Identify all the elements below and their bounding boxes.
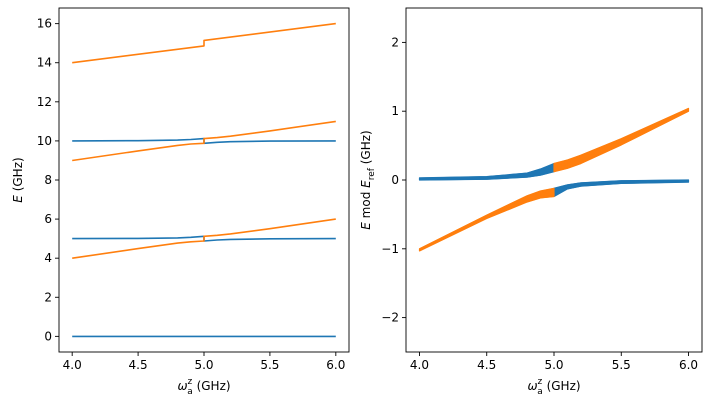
x-tick-label: 6.0 [679, 358, 698, 372]
y-tick-label: 16 [37, 17, 52, 31]
band-trace-1-5 [553, 179, 689, 189]
band-trace-1-0 [553, 181, 689, 197]
band-trace-3-3 [553, 109, 689, 168]
x-tick-label: 5.0 [194, 358, 213, 372]
y-tick-label: 12 [37, 95, 52, 109]
band-trace-2-2 [419, 192, 555, 251]
band-trace-3-5 [553, 107, 689, 164]
y-tick-label: −2 [381, 311, 399, 325]
y-tick-label: 0 [391, 173, 399, 187]
x-tick-label: 4.5 [477, 358, 496, 372]
x-tick-label: 5.5 [260, 358, 279, 372]
band-trace-0-3 [419, 166, 555, 180]
band-trace-2-4 [419, 189, 555, 250]
band-trace-0-5 [419, 163, 555, 179]
y-tick-label: 2 [391, 35, 399, 49]
y-tick-label: 1 [391, 104, 399, 118]
band-trace-2-0 [419, 196, 555, 252]
x-tick-label: 5.5 [612, 358, 631, 372]
y-tick-label: 6 [44, 212, 52, 226]
band-trace-1-3 [553, 180, 689, 193]
y-tick-label: 2 [44, 290, 52, 304]
band-trace-3-4 [553, 108, 689, 166]
x-tick-label: 4.5 [129, 358, 148, 372]
x-tick-label: 6.0 [326, 358, 345, 372]
band-trace-0-2 [419, 167, 555, 180]
y-tick-label: 14 [37, 56, 52, 70]
band-trace-0-0 [419, 171, 555, 181]
band-trace-2-5 [419, 187, 555, 250]
band-trace-3-1 [553, 110, 689, 171]
y-axis-label: E (GHz) [11, 157, 25, 202]
y-tick-label: 8 [44, 173, 52, 187]
series-line-orange-3 [72, 218, 336, 259]
x-axis-label: ωz a (GHz) [527, 377, 580, 397]
band-trace-3-2 [553, 109, 689, 169]
plot-area [418, 107, 690, 252]
band-trace-0-4 [419, 164, 555, 179]
x-tick-label: 5.0 [544, 358, 563, 372]
left-panel: 4.0 4.5 5.0 5.5 6.0 0 2 4 6 8 10 12 14 16 ωz a (GHz) E (… [11, 7, 350, 397]
band-trace-0-1 [419, 169, 555, 181]
series-line-orange-5 [72, 22, 336, 64]
band-trace-2-1 [419, 194, 555, 251]
band-trace-3-0 [553, 110, 689, 173]
x-tick-label: 4.0 [63, 358, 82, 372]
band-trace-1-2 [553, 180, 689, 194]
y-axis-label: E mod Eref (GHz) [359, 130, 377, 230]
x-tick-label: 4.0 [410, 358, 429, 372]
band-trace-1-1 [553, 181, 689, 196]
x-axis-label: ωz a (GHz) [177, 377, 230, 397]
band-trace-2-3 [419, 191, 555, 251]
y-tick-label: 10 [37, 134, 52, 148]
y-tick-label: 0 [44, 329, 52, 343]
plot-area [72, 22, 336, 338]
y-tick-label: −1 [381, 242, 399, 256]
series-line-orange-4 [72, 120, 336, 162]
band-trace-1-4 [553, 179, 689, 191]
right-panel: 4.0 4.5 5.0 5.5 6.0 −2 −1 0 1 2 ωz a (GHz) E mod Ere… [359, 7, 703, 397]
y-tick-label: 4 [44, 251, 52, 265]
